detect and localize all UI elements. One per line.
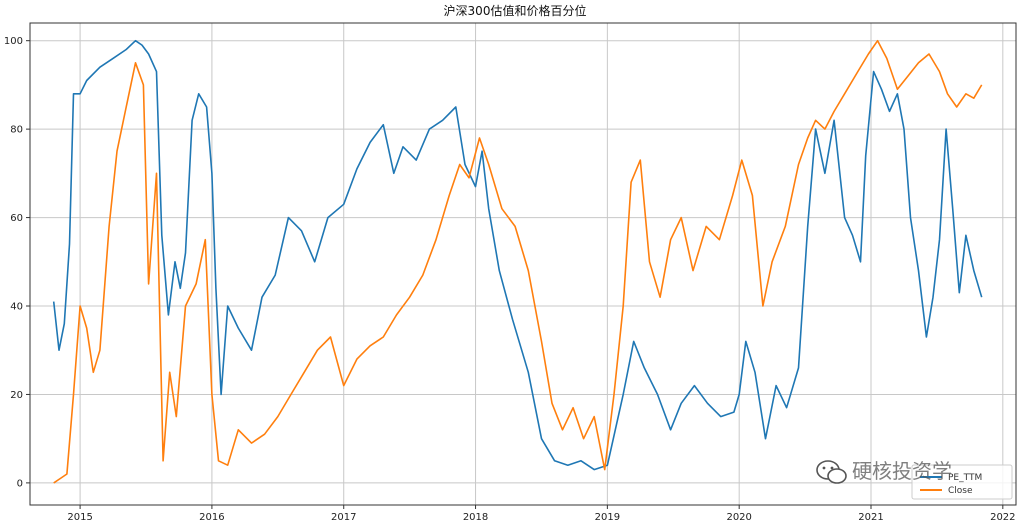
wechat-icon — [816, 460, 847, 484]
series-layer — [52, 39, 983, 484]
x-tick-label: 2020 — [726, 512, 751, 523]
series-line-pe-ttm — [52, 39, 983, 471]
y-tick-label: 20 — [10, 390, 23, 401]
x-tick-label: 2015 — [67, 512, 92, 523]
x-tick-label: 2017 — [331, 512, 356, 523]
y-tick-label: 40 — [10, 302, 23, 313]
x-tick-label: 2018 — [463, 512, 488, 523]
y-tick-label: 80 — [10, 125, 23, 136]
x-tick-label: 2021 — [858, 512, 883, 523]
grid — [30, 23, 1016, 505]
chart-title: 沪深300估值和价格百分位 — [444, 3, 587, 18]
watermark: 硬核投资学 — [816, 459, 952, 484]
x-tick-label: 2022 — [990, 512, 1015, 523]
y-tick-label: 100 — [4, 36, 23, 47]
series-line-close — [53, 39, 983, 484]
legend-label: Close — [948, 486, 973, 496]
y-axis: 0 20 40 60 80 100 — [4, 36, 30, 489]
y-tick-label: 0 — [17, 478, 23, 489]
x-tick-label: 2019 — [595, 512, 620, 523]
legend-label: PE_TTM — [948, 473, 982, 483]
watermark-text: 硬核投资学 — [852, 459, 952, 483]
x-axis: 2015 2016 2017 2018 2019 2020 2021 2022 — [67, 505, 1016, 523]
plot-frame — [29, 22, 1017, 506]
legend: PE_TTM Close — [911, 464, 1013, 500]
x-tick-label: 2016 — [199, 512, 224, 523]
y-tick-label: 60 — [10, 213, 23, 224]
